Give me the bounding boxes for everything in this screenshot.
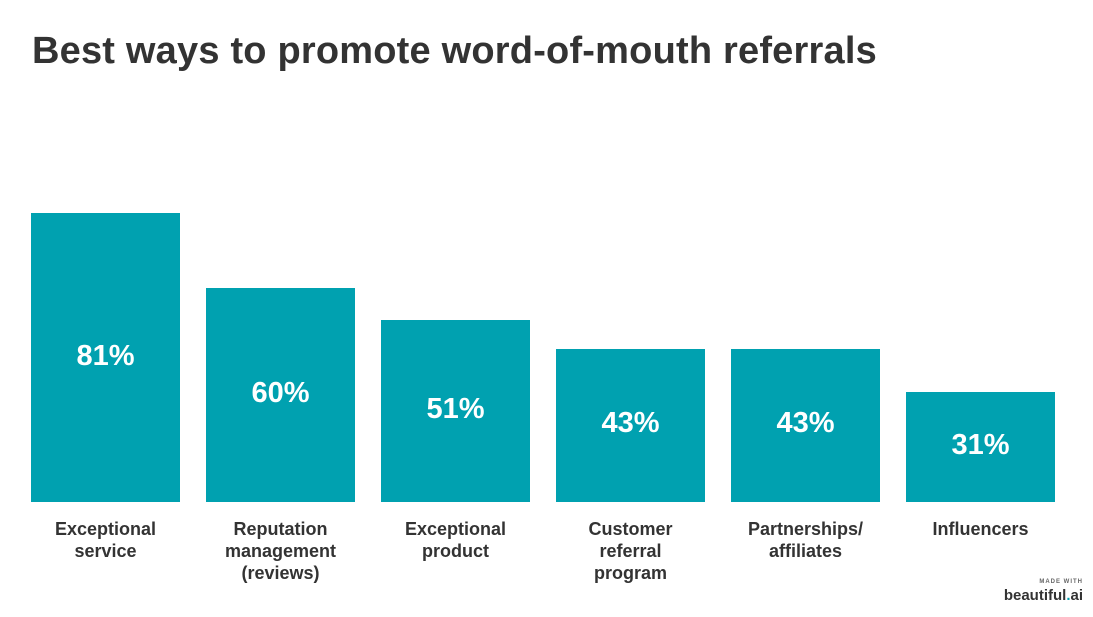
category-label: Partnerships/ affiliates <box>747 519 864 561</box>
beautiful-ai-logo: beautiful.ai <box>1003 587 1083 604</box>
bar-value-label: 60% <box>251 377 310 410</box>
bar-1: 81% <box>31 213 180 502</box>
made-with-label: MADE WITH <box>1039 579 1083 585</box>
bar-2: 60% <box>206 288 355 502</box>
bar-5: 43% <box>731 348 880 502</box>
category-label: Influencers <box>932 519 1029 539</box>
bar-value-label: 43% <box>776 407 835 440</box>
category-label: Reputation management (reviews) <box>224 519 337 583</box>
category-label: Customer referral program <box>588 519 673 583</box>
bar-3: 51% <box>381 320 530 502</box>
bar-value-label: 51% <box>426 393 485 426</box>
made-with-badge[interactable]: MADE WITH beautiful.ai <box>1004 579 1083 605</box>
bar-value-label: 81% <box>76 339 135 372</box>
bar-6: 31% <box>906 391 1055 502</box>
category-label: Exceptional product <box>404 519 507 561</box>
chart-title: Best ways to promote word-of-mouth refer… <box>32 30 877 72</box>
bar-4: 43% <box>556 348 705 502</box>
bar-value-label: 43% <box>601 407 660 440</box>
bar-value-label: 31% <box>951 428 1010 461</box>
category-label: Exceptional service <box>54 519 157 561</box>
